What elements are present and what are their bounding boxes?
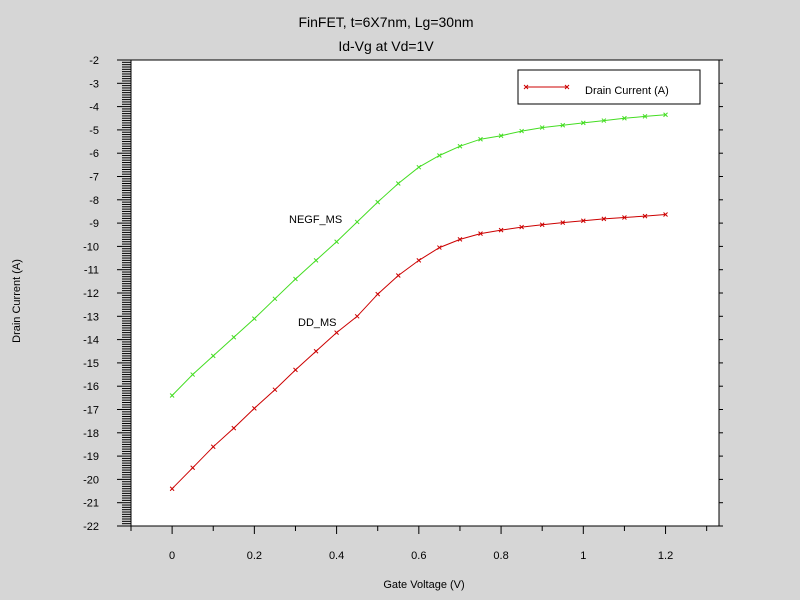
y-tick-label: -11 [84, 265, 99, 277]
data-point-marker [169, 393, 175, 398]
x-axis-label: Gate Voltage (V) [383, 579, 464, 591]
chart-subtitle: Id-Vg at Vd=1V [338, 38, 434, 54]
y-tick-label: -20 [83, 474, 99, 486]
data-point-marker [663, 112, 668, 118]
y-tick-label: -3 [89, 78, 99, 90]
data-point-marker [272, 387, 278, 393]
x-tick-label: 0.2 [247, 550, 262, 562]
data-point-marker [210, 353, 216, 359]
data-point-marker [293, 276, 298, 282]
series-layer [169, 112, 668, 492]
data-point-marker [457, 237, 463, 242]
data-point-marker [334, 330, 339, 335]
data-point-marker [252, 405, 257, 411]
legend: Drain Current (A) [517, 69, 701, 105]
legend-marker-icon [523, 84, 570, 90]
y-tick-label: -12 [83, 288, 99, 300]
y-tick-label: -19 [83, 451, 99, 463]
data-point-marker [560, 220, 566, 225]
y-axis-ticks: -2 -3 -4 -5 -6 -7 -8 -9 -10 -11 -12 -13 -14 -15 -16 -17… [83, 55, 723, 533]
y-tick-label: -2 [89, 55, 99, 67]
data-point-marker [478, 136, 483, 142]
data-point-marker [478, 231, 483, 236]
x-tick-label: 0.4 [329, 550, 344, 562]
data-point-marker [498, 227, 504, 233]
data-point-marker [580, 120, 586, 126]
x-axis-ticks: 0 0.2 0.4 0.6 0.8 1 1.2 [130, 526, 708, 562]
data-point-marker [190, 372, 196, 377]
data-point-marker [252, 316, 257, 321]
data-point-marker [519, 224, 524, 230]
y-tick-label: -22 [83, 521, 99, 533]
data-point-marker [169, 486, 175, 492]
data-point-marker [293, 367, 298, 373]
data-point-marker [231, 334, 237, 340]
y-tick-label: -13 [83, 311, 99, 323]
x-tick-label: 0.6 [411, 550, 426, 562]
series-label-dd: DD_MS [298, 317, 337, 329]
y-tick-label: -17 [83, 405, 99, 417]
data-point-marker [334, 239, 339, 245]
chart-title: FinFET, t=6X7nm, Lg=30nm [298, 14, 473, 30]
x-tick-label: 0.8 [493, 550, 508, 562]
y-axis-label: Drain Current (A) [11, 259, 23, 343]
data-point-marker [622, 115, 627, 121]
data-point-marker [663, 212, 668, 217]
data-point-marker [354, 313, 360, 319]
data-point-marker [498, 133, 504, 139]
data-point-marker [642, 213, 648, 219]
y-tick-label: -14 [83, 335, 99, 347]
y-tick-label: -16 [83, 381, 99, 393]
y-tick-label: -7 [89, 172, 99, 184]
y-tick-label: -6 [89, 148, 99, 160]
data-point-marker [539, 222, 545, 228]
x-tick-label: 1.2 [658, 550, 673, 562]
x-tick-label: 0 [169, 550, 175, 562]
data-point-marker [519, 128, 524, 134]
plot-area [130, 59, 720, 527]
data-point-marker [560, 122, 566, 128]
y-tick-label: -4 [89, 102, 99, 114]
y-tick-label: -5 [89, 125, 99, 137]
data-point-marker [437, 153, 442, 158]
data-point-marker [416, 258, 422, 263]
data-point-marker [457, 143, 463, 149]
data-point-marker [313, 348, 319, 354]
data-point-marker [375, 199, 381, 205]
y-tick-label: -10 [83, 241, 99, 253]
data-point-marker [272, 296, 278, 302]
data-point-marker [190, 465, 196, 471]
data-point-marker [601, 216, 607, 222]
data-point-marker [313, 258, 319, 263]
y-tick-label: -21 [83, 498, 99, 510]
data-point-marker [601, 118, 607, 123]
data-point-marker [354, 219, 360, 225]
series-label-negf: NEGF_MS [289, 214, 342, 226]
y-tick-label: -18 [83, 428, 99, 440]
data-point-marker [231, 425, 237, 431]
y-tick-label: -8 [89, 195, 99, 207]
data-point-marker [580, 218, 586, 224]
y-tick-label: -15 [83, 358, 99, 370]
legend-entry-label: Drain Current (A) [585, 85, 669, 97]
data-point-marker [437, 245, 442, 250]
data-point-marker [539, 125, 545, 130]
y-tick-label: -9 [89, 218, 99, 230]
data-point-marker [395, 273, 401, 278]
data-point-marker [395, 181, 401, 186]
data-point-marker [642, 114, 648, 119]
data-point-marker [375, 291, 381, 297]
data-point-marker [622, 215, 627, 220]
data-point-marker [210, 444, 216, 450]
data-point-marker [416, 164, 422, 170]
x-tick-label: 1 [580, 550, 586, 562]
